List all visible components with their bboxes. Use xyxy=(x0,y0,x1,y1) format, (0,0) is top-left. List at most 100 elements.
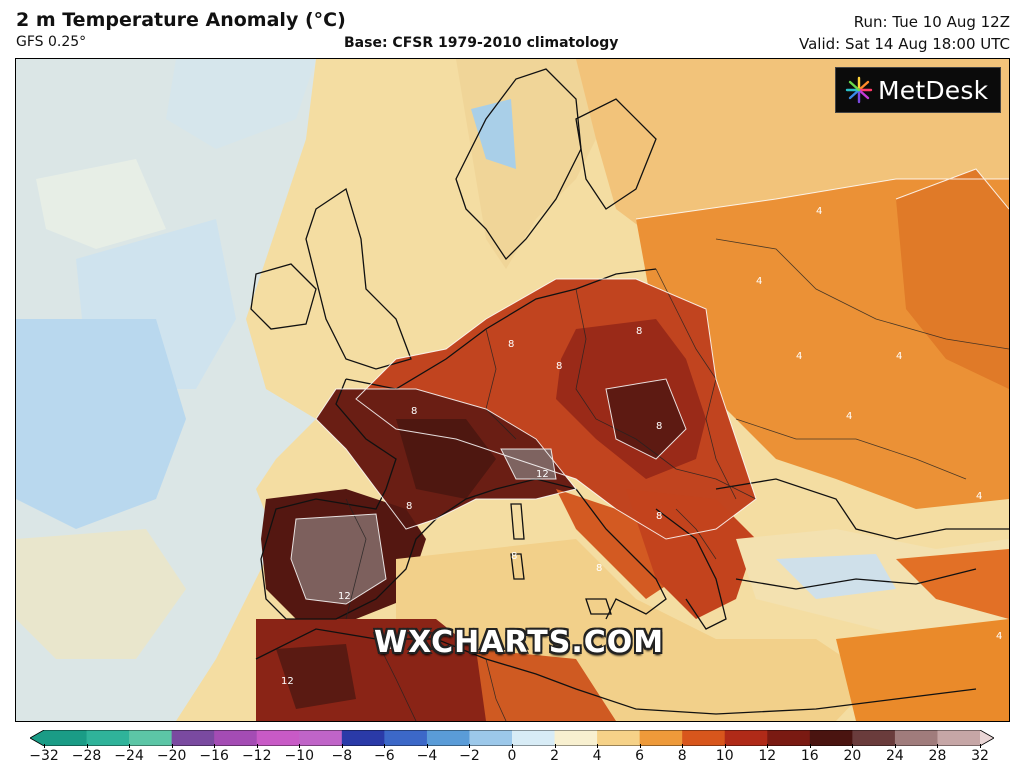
contour-label: 8 xyxy=(511,551,517,562)
contour-label-group: 4 4 4 4 4 4 4 4 8 8 8 8 8 8 8 8 8 8 12 1… xyxy=(281,101,1002,687)
colorbar-tick-label: 4 xyxy=(592,748,602,764)
colorbar-segment xyxy=(86,730,130,746)
colorbar-segment xyxy=(937,730,981,746)
contour-label: 4 xyxy=(796,351,802,362)
contour-label: 4 xyxy=(896,351,902,362)
colorbar-segment xyxy=(852,730,896,746)
colorbar-tick-mark xyxy=(214,744,216,748)
colorbar-tick-mark xyxy=(639,744,641,748)
contour-label: 8 xyxy=(556,361,562,372)
colorbar-tick-mark xyxy=(44,744,45,748)
colorbar-segment xyxy=(44,730,88,746)
colorbar-segment xyxy=(682,730,726,746)
colorbar-tick-mark xyxy=(682,744,684,748)
colorbar xyxy=(30,730,994,746)
anomaly-contours xyxy=(290,168,1009,605)
colorbar-tick-label: 0 xyxy=(507,748,517,764)
contour-label: 8 xyxy=(656,511,662,522)
colorbar-segment xyxy=(554,730,598,746)
colorbar-tick-mark xyxy=(256,744,258,748)
map-canvas: 4 4 4 4 4 4 4 4 8 8 8 8 8 8 8 8 8 8 12 1… xyxy=(16,59,1009,721)
colorbar-tick-label: 32 xyxy=(971,748,989,764)
colorbar-tick-mark xyxy=(852,744,854,748)
colorbar-segment xyxy=(171,730,215,746)
colorbar-segment xyxy=(639,730,683,746)
contour-label: 8 xyxy=(596,563,602,574)
colorbar-segment xyxy=(724,730,768,746)
contour-label: 4 xyxy=(816,206,822,217)
colorbar-tick-mark xyxy=(554,744,556,748)
colorbar-tick-label: 12 xyxy=(758,748,777,764)
colorbar-tick-mark xyxy=(767,744,769,748)
colorbar-segment xyxy=(299,730,343,746)
contour-label: 4 xyxy=(846,411,852,422)
watermark-text: WXCHARTS.COM xyxy=(374,625,665,660)
contour-label: 8 xyxy=(386,641,392,652)
colorbar-tick-label: −12 xyxy=(241,748,272,764)
contour-label: 12 xyxy=(536,469,549,480)
valid-time-label: Valid: Sat 14 Aug 18:00 UTC xyxy=(799,35,1010,53)
chart-title: 2 m Temperature Anomaly (°C) xyxy=(16,9,346,31)
colorbar-tick-label: −28 xyxy=(71,748,102,764)
colorbar-tick-label: −20 xyxy=(156,748,187,764)
brand-name: MetDesk xyxy=(878,75,989,105)
contour-label: 8 xyxy=(636,326,642,337)
starburst-icon xyxy=(845,76,873,104)
colorbar-tick-mark xyxy=(171,744,173,748)
colorbar-segment xyxy=(214,730,258,746)
contour-label: 12 xyxy=(281,676,294,687)
colorbar-tick-label: 6 xyxy=(635,748,645,764)
colorbar-tick-mark xyxy=(426,744,428,748)
colorbar-tick-label: 8 xyxy=(677,748,687,764)
colorbar-segment xyxy=(384,730,428,746)
colorbar-tick-mark xyxy=(512,744,513,748)
colorbar-tick-mark xyxy=(86,744,88,748)
colorbar-tick-mark xyxy=(980,744,981,748)
contour-label: 8 xyxy=(406,501,412,512)
colorbar-ticks: −32 −28 −24 −20 −16 −12 −10 −8 −6 −4 −2 0 2 4 6 8 10 12 16… xyxy=(0,744,1024,774)
colorbar-tick-label: 16 xyxy=(800,748,819,764)
colorbar-tick-label: −24 xyxy=(114,748,144,764)
colorbar-segment xyxy=(129,730,173,746)
colorbar-segment xyxy=(341,730,385,746)
colorbar-tick-mark xyxy=(724,744,726,748)
colorbar-tick-label: 24 xyxy=(885,748,904,764)
colorbar-tick-label: 2 xyxy=(550,748,559,764)
colorbar-tick-label: −32 xyxy=(29,748,59,764)
country-borders xyxy=(345,238,1009,721)
contour-label: 12 xyxy=(338,591,351,602)
colorbar-tick-mark xyxy=(299,744,301,748)
model-label: GFS 0.25° xyxy=(16,34,87,50)
colorbar-max-arrow xyxy=(980,730,994,746)
colorbar-segment xyxy=(767,730,811,746)
colorbar-segment xyxy=(512,730,556,746)
colorbar-tick-label: 28 xyxy=(928,748,947,764)
colorbar-tick-label: 10 xyxy=(715,748,734,764)
contour-label: 4 xyxy=(976,491,982,502)
colorbar-segment xyxy=(426,730,470,746)
colorbar-tick-label: −8 xyxy=(331,748,353,764)
contour-label: 8 xyxy=(411,406,417,417)
colorbar-tick-mark xyxy=(129,744,131,748)
colorbar-tick-label: −6 xyxy=(374,748,395,764)
colorbar-segment xyxy=(256,730,300,746)
colorbar-tick-mark xyxy=(469,744,471,748)
colorbar-segment xyxy=(469,730,513,746)
contour-label: 8 xyxy=(656,421,662,432)
contour-label: 8 xyxy=(508,339,514,350)
colorbar-segment xyxy=(894,730,938,746)
colorbar-tick-mark xyxy=(384,744,386,748)
climatology-base-label: Base: CFSR 1979-2010 climatology xyxy=(344,35,619,51)
colorbar-tick-mark xyxy=(809,744,811,748)
colorbar-tick-mark xyxy=(341,744,343,748)
colorbar-tick-mark xyxy=(937,744,939,748)
colorbar-tick-label: −4 xyxy=(416,748,438,764)
colorbar-tick-label: 20 xyxy=(843,748,862,764)
colorbar-segment xyxy=(597,730,641,746)
colorbar-segment xyxy=(809,730,853,746)
run-time-label: Run: Tue 10 Aug 12Z xyxy=(853,13,1010,31)
colorbar-tick-label: −16 xyxy=(199,748,229,764)
colorbar-tick-mark xyxy=(894,744,896,748)
colorbar-tick-label: −2 xyxy=(459,748,480,764)
colorbar-tick-mark xyxy=(597,744,599,748)
